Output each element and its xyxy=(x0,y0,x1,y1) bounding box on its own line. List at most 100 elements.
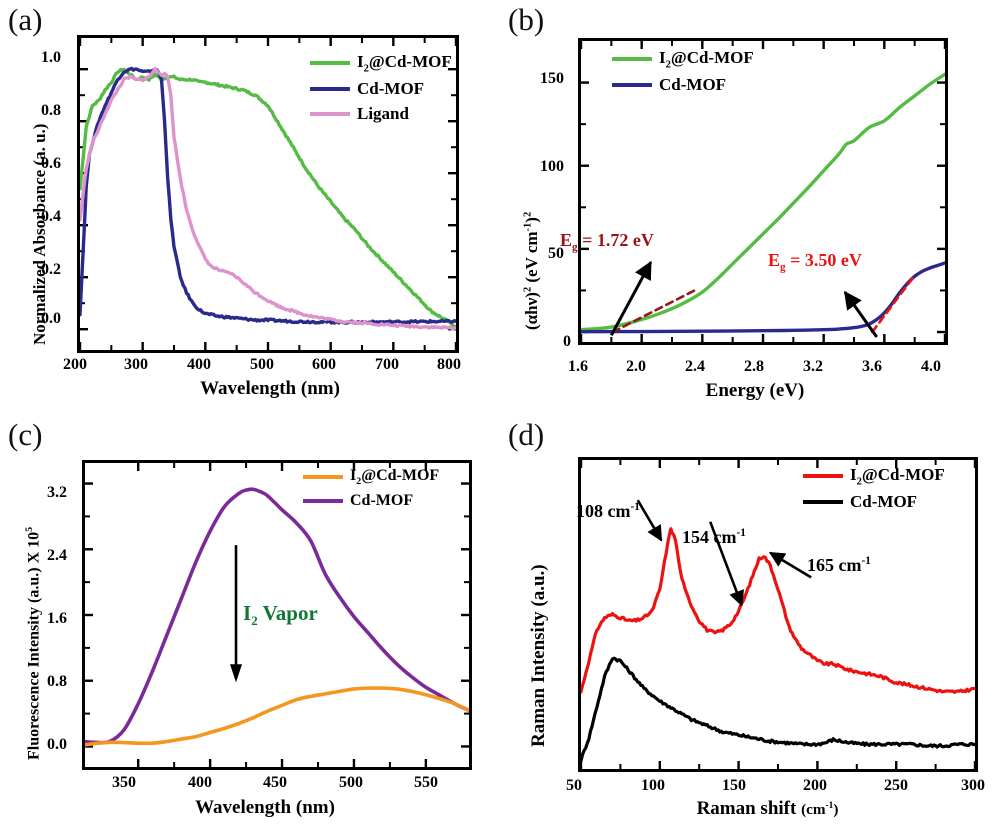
panel-a-xtick-2: 400 xyxy=(187,356,211,373)
panel-d-plot xyxy=(578,457,978,772)
legend-label-ligand: Ligand xyxy=(357,104,409,124)
panel-a-xtick-1: 300 xyxy=(124,356,148,373)
legend-label-cdmof: Cd-MOF xyxy=(850,492,918,512)
panel-b-xtick-4: 3.2 xyxy=(803,358,823,375)
panel-d-xtick-2: 150 xyxy=(722,777,746,794)
legend-swatch-i2cdmof xyxy=(310,61,350,66)
panel-d-xtick-0: 50 xyxy=(566,777,582,794)
legend-item-i2cdmof: I2@Cd-MOF xyxy=(612,48,754,70)
panel-c-legend: I2@Cd-MOF Cd-MOF xyxy=(303,467,439,515)
annotation-peak-154: 154 cm-1 xyxy=(682,527,746,547)
legend-item-i2cdmof: I2@Cd-MOF xyxy=(803,465,945,487)
legend-item-cdmof: Cd-MOF xyxy=(612,75,754,95)
panel-a-xtick-0: 200 xyxy=(63,356,87,373)
legend-swatch-cdmof xyxy=(803,500,843,505)
panel-b-ytick-1: 50 xyxy=(548,245,564,262)
panel-d-legend: I2@Cd-MOF Cd-MOF xyxy=(803,465,945,517)
legend-item-i2cdmof: I2@Cd-MOF xyxy=(303,467,439,487)
panel-a-plot xyxy=(77,35,459,353)
panel-b: (b) (αhν)2 (eV cm-1)2 0 50 100 150 1.6 2… xyxy=(500,0,1000,415)
legend-item-cdmof: Cd-MOF xyxy=(303,492,439,510)
panel-c-ytick-4: 3.2 xyxy=(47,484,67,501)
panel-c-canvas xyxy=(85,463,469,767)
panel-a-label: (a) xyxy=(8,2,43,37)
panel-a-ytick-1: 0.2 xyxy=(41,261,61,278)
panel-d: (d) Raman Intensity (a.u.) 50 100 150 20… xyxy=(500,415,1000,835)
legend-label-cdmof: Cd-MOF xyxy=(659,75,727,95)
panel-a-ytick-0: 0.0 xyxy=(41,310,61,327)
panel-a-ytick-5: 1.0 xyxy=(41,49,61,66)
panel-b-xtick-0: 1.6 xyxy=(568,358,588,375)
legend-label-cdmof: Cd-MOF xyxy=(350,492,414,510)
annotation-peak-165: 165 cm-1 xyxy=(807,555,871,575)
panel-b-plot xyxy=(578,38,948,345)
panel-c-ytick-2: 1.6 xyxy=(47,610,67,627)
panel-b-ylabel: (αhν)2 (eV cm-1)2 xyxy=(522,211,541,330)
legend-label-i2cdmof: I2@Cd-MOF xyxy=(850,465,945,488)
annotation-peak-108: 108 cm-1 xyxy=(576,501,640,521)
legend-item-cdmof: Cd-MOF xyxy=(310,79,452,99)
panel-b-xtick-6: 4.0 xyxy=(921,358,941,375)
annotation-eg-blue: Eg = 3.50 eV xyxy=(768,250,862,274)
panel-d-xlabel: Raman shift (cm-1) xyxy=(696,798,839,819)
panel-a-ytick-4: 0.8 xyxy=(41,102,61,119)
panel-a-ytick-3: 0.6 xyxy=(41,155,61,172)
panel-a-canvas xyxy=(80,38,456,350)
legend-item-cdmof: Cd-MOF xyxy=(803,492,945,512)
panel-a: (a) Normalized Absorbance (a. u.) 0.0 0.… xyxy=(0,0,500,415)
panel-c-plot xyxy=(82,460,472,770)
panel-a-xtick-5: 700 xyxy=(375,356,399,373)
panel-a-xtick-4: 600 xyxy=(312,356,336,373)
panel-c-xtick-0: 350 xyxy=(112,774,136,791)
panel-b-label: (b) xyxy=(508,2,545,37)
panel-d-ylabel: Raman Intensity (a.u.) xyxy=(528,564,549,747)
panel-c-xtick-2: 450 xyxy=(263,774,287,791)
panel-c-xtick-3: 500 xyxy=(339,774,363,791)
annotation-eg-green: Eg = 1.72 eV xyxy=(560,230,654,254)
panel-c-ytick-0: 0.0 xyxy=(47,736,67,753)
panel-c-xtick-4: 550 xyxy=(414,774,438,791)
panel-c: (c) Fluorescence Intensity (a.u.) X 105 … xyxy=(0,415,500,835)
panel-b-xtick-5: 3.6 xyxy=(862,358,882,375)
panel-d-canvas xyxy=(581,460,975,769)
legend-label-cdmof: Cd-MOF xyxy=(357,79,425,99)
panel-c-xtick-1: 400 xyxy=(188,774,212,791)
legend-label-i2cdmof: I2@Cd-MOF xyxy=(659,48,754,71)
panel-c-ylabel: Fluorescence Intensity (a.u.) X 105 xyxy=(24,526,43,760)
panel-a-xlabel: Wavelength (nm) xyxy=(200,378,340,399)
panel-d-label: (d) xyxy=(508,417,545,452)
panel-d-xtick-3: 200 xyxy=(803,777,827,794)
panel-b-ytick-2: 100 xyxy=(540,158,564,175)
legend-swatch-ligand xyxy=(310,112,350,117)
panel-c-ytick-3: 2.4 xyxy=(47,547,67,564)
panel-a-xtick-3: 500 xyxy=(250,356,274,373)
panel-a-ytick-2: 0.4 xyxy=(41,208,61,225)
legend-label-i2cdmof: I2@Cd-MOF xyxy=(350,467,440,488)
panel-d-xtick-1: 100 xyxy=(641,777,665,794)
legend-swatch-i2cdmof xyxy=(303,475,343,480)
panel-c-label: (c) xyxy=(8,417,43,452)
panel-b-legend: I2@Cd-MOF Cd-MOF xyxy=(612,48,754,100)
panel-b-ytick-0: 0 xyxy=(563,333,571,350)
panel-d-xtick-4: 250 xyxy=(884,777,908,794)
panel-b-ytick-3: 150 xyxy=(540,70,564,87)
panel-c-ytick-1: 0.8 xyxy=(47,673,67,690)
panel-c-xlabel: Wavelength (nm) xyxy=(195,797,335,818)
panel-a-legend: I2@Cd-MOF Cd-MOF Ligand xyxy=(310,52,452,129)
panel-b-xlabel: Energy (eV) xyxy=(705,380,805,401)
legend-swatch-cdmof xyxy=(310,87,350,92)
panel-b-xtick-3: 2.8 xyxy=(744,358,764,375)
legend-swatch-i2cdmof xyxy=(612,57,652,62)
panel-a-xtick-6: 800 xyxy=(437,356,461,373)
legend-item-i2cdmof: I2@Cd-MOF xyxy=(310,52,452,74)
legend-label-i2cdmof: I2@Cd-MOF xyxy=(357,52,452,75)
panel-b-canvas xyxy=(581,41,945,342)
panel-b-xtick-1: 2.0 xyxy=(626,358,646,375)
legend-swatch-cdmof xyxy=(612,83,652,88)
annotation-i2-vapor: I2 Vapor xyxy=(243,601,318,629)
legend-item-ligand: Ligand xyxy=(310,104,452,124)
legend-swatch-cdmof xyxy=(303,499,343,504)
legend-swatch-i2cdmof xyxy=(803,474,843,479)
panel-d-xtick-5: 300 xyxy=(961,777,985,794)
